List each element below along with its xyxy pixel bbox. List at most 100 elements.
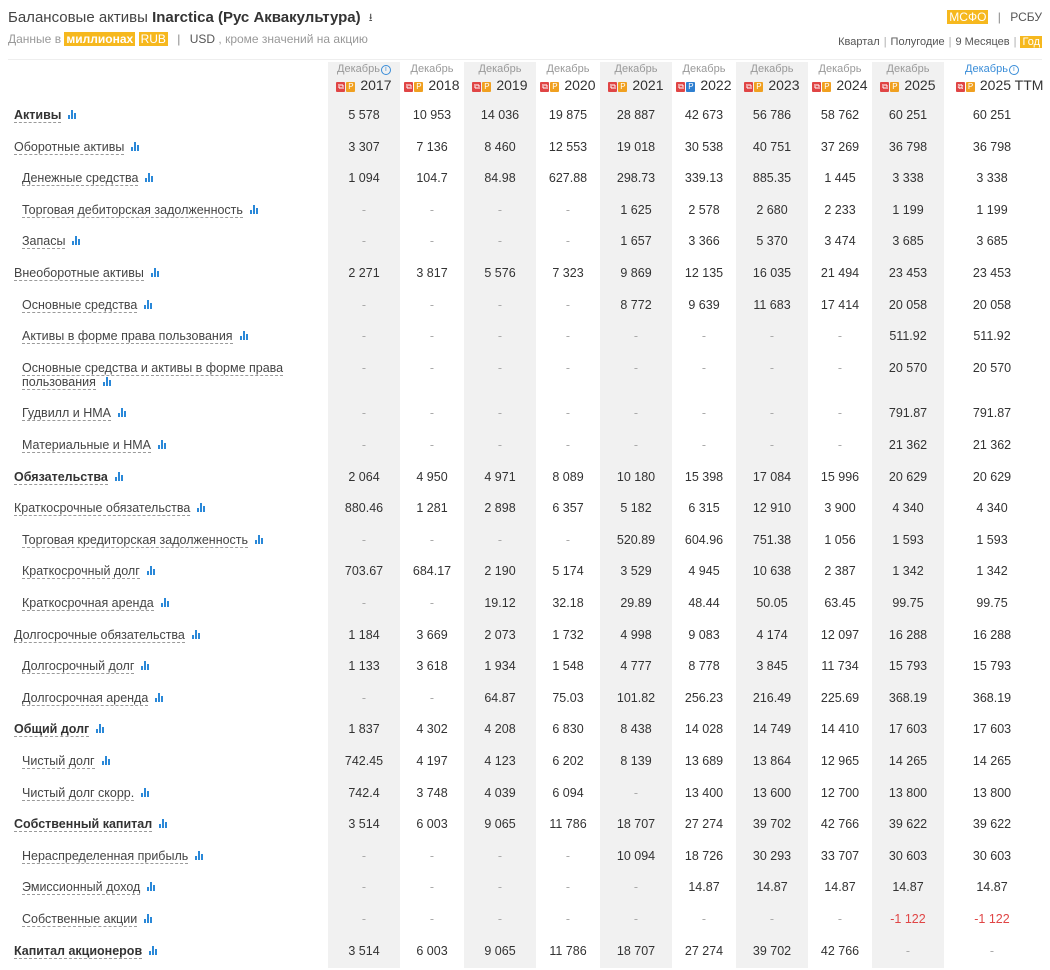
row-label-text[interactable]: Основные средства (22, 297, 138, 313)
row-label[interactable]: Нераспределенная прибыль (22, 848, 205, 864)
pdf-report-icon[interactable]: ⧉ (472, 82, 482, 92)
period-button-0[interactable]: Квартал (838, 36, 880, 48)
row-label-text[interactable]: Активы (14, 108, 62, 123)
bar-chart-icon[interactable] (144, 914, 154, 923)
row-label-text[interactable]: Запасы (22, 234, 66, 250)
bar-chart-icon[interactable] (101, 756, 112, 765)
presentation-icon[interactable]: P (550, 82, 560, 92)
pdf-report-icon[interactable]: ⧉ (336, 82, 346, 92)
row-label-text[interactable]: Внеоборотные активы (14, 266, 144, 281)
row-label-text[interactable]: Оборотные активы (14, 139, 125, 155)
bar-chart-icon[interactable] (72, 236, 82, 246)
bar-chart-icon[interactable] (197, 503, 207, 513)
document-icon[interactable]: P (686, 82, 696, 92)
row-label[interactable]: Оборотные активы (14, 139, 141, 155)
bar-chart-icon[interactable] (141, 787, 151, 797)
info-icon[interactable]: i (1008, 65, 1019, 75)
row-label-text[interactable]: Денежные средства (22, 171, 139, 187)
row-label-text[interactable]: Краткосрочный долг (22, 564, 140, 580)
row-label[interactable]: Основные средства (22, 297, 154, 313)
period-button-1[interactable]: Полугодие (890, 36, 945, 48)
presentation-icon[interactable]: P (822, 82, 832, 92)
ifrs-button[interactable]: МСФО (947, 10, 989, 24)
row-label-text[interactable]: Гудвилл и НМА (22, 406, 111, 422)
row-label[interactable]: Эмиссионный доход (22, 880, 157, 896)
row-label-text[interactable]: Собственный капитал (14, 817, 153, 833)
row-label[interactable]: Обязательства (14, 469, 125, 485)
row-label-text[interactable]: Эмиссионный доход (22, 880, 141, 896)
bar-chart-icon[interactable] (160, 598, 171, 607)
row-label-text[interactable]: Нераспределенная прибыль (22, 848, 189, 864)
bar-chart-icon[interactable] (102, 376, 113, 386)
bar-chart-icon[interactable] (131, 141, 141, 151)
row-label[interactable]: Долгосрочные обязательства (14, 627, 202, 643)
row-label-text[interactable]: Долгосрочные обязательства (14, 627, 185, 643)
row-label[interactable]: Краткосрочная аренда (22, 596, 171, 611)
row-label[interactable]: Торговая дебиторская задолженность (22, 202, 260, 218)
bar-chart-icon[interactable] (239, 331, 250, 341)
row-label[interactable]: Активы (14, 108, 78, 123)
row-label[interactable]: Гудвилл и НМА (22, 406, 128, 422)
download-icon[interactable]: ⭳ (368, 12, 373, 24)
pdf-report-icon[interactable]: ⧉ (608, 82, 618, 92)
bar-chart-icon[interactable] (144, 299, 154, 309)
row-label-text[interactable]: Чистый долг (22, 754, 95, 769)
row-label-text[interactable]: Торговая кредиторская задолженность (22, 532, 249, 548)
bar-chart-icon[interactable] (150, 268, 161, 277)
row-label[interactable]: Долгосрочная аренда (22, 690, 165, 706)
pdf-report-icon[interactable]: ⧉ (956, 82, 965, 92)
row-label-text[interactable]: Краткосрочные обязательства (14, 501, 191, 517)
row-label[interactable]: Чистый долг скорр. (22, 785, 151, 801)
row-label[interactable]: Капитал акционеров (14, 943, 159, 959)
row-label[interactable]: Чистый долг (22, 754, 112, 769)
ras-button[interactable]: РСБУ (1010, 10, 1042, 24)
row-label-text[interactable]: Долгосрочная аренда (22, 690, 149, 706)
bar-chart-icon[interactable] (68, 110, 78, 119)
bar-chart-icon[interactable] (191, 629, 202, 639)
bar-chart-icon[interactable] (255, 534, 265, 544)
row-label[interactable]: Краткосрочный долг (22, 564, 157, 580)
currency-usd-button[interactable]: USD (189, 32, 216, 46)
presentation-icon[interactable]: P (346, 82, 356, 92)
bar-chart-icon[interactable] (149, 945, 159, 955)
presentation-icon[interactable]: P (618, 82, 628, 92)
pdf-report-icon[interactable]: ⧉ (812, 82, 822, 92)
row-label[interactable]: Активы в форме права пользования (22, 329, 250, 345)
row-label-text[interactable]: Материальные и НМА (22, 438, 152, 453)
bar-chart-icon[interactable] (146, 566, 157, 576)
row-label-text[interactable]: Основные средства и активы в форме права… (22, 360, 284, 390)
bar-chart-icon[interactable] (96, 724, 106, 734)
bar-chart-icon[interactable] (249, 204, 260, 214)
presentation-icon[interactable]: P (414, 82, 424, 92)
row-label[interactable]: Краткосрочные обязательства (14, 501, 207, 517)
row-label-text[interactable]: Краткосрочная аренда (22, 596, 154, 611)
period-button-3[interactable]: Год (1020, 36, 1042, 48)
bar-chart-icon[interactable] (195, 850, 205, 860)
row-label-text[interactable]: Обязательства (14, 469, 108, 485)
row-label-text[interactable]: Чистый долг скорр. (22, 785, 135, 801)
pdf-report-icon[interactable]: ⧉ (880, 82, 890, 92)
pdf-report-icon[interactable]: ⧉ (676, 82, 686, 92)
row-label[interactable]: Торговая кредиторская задолженность (22, 532, 265, 548)
row-label[interactable]: Общий долг (14, 722, 106, 738)
company-name[interactable]: Inarctica (Рус Аквакультура) (152, 9, 361, 26)
presentation-icon[interactable]: P (482, 82, 492, 92)
row-label[interactable]: Основные средства и активы в форме права… (22, 360, 312, 390)
bar-chart-icon[interactable] (141, 661, 151, 671)
row-label-text[interactable]: Капитал акционеров (14, 943, 143, 959)
pdf-report-icon[interactable]: ⧉ (404, 82, 414, 92)
period-button-2[interactable]: 9 Месяцев (955, 36, 1010, 48)
row-label[interactable]: Внеоборотные активы (14, 266, 161, 281)
pdf-report-icon[interactable]: ⧉ (744, 82, 754, 92)
bar-chart-icon[interactable] (158, 440, 168, 449)
row-label-text[interactable]: Активы в форме права пользования (22, 329, 233, 345)
presentation-icon[interactable]: P (754, 82, 764, 92)
bar-chart-icon[interactable] (147, 882, 157, 892)
row-label[interactable]: Долгосрочный долг (22, 659, 151, 675)
bar-chart-icon[interactable] (159, 819, 169, 829)
row-label[interactable]: Запасы (22, 234, 82, 250)
bar-chart-icon[interactable] (145, 173, 155, 183)
presentation-icon[interactable]: P (966, 82, 975, 92)
row-label-text[interactable]: Торговая дебиторская задолженность (22, 202, 243, 218)
row-label-text[interactable]: Общий долг (14, 722, 90, 738)
